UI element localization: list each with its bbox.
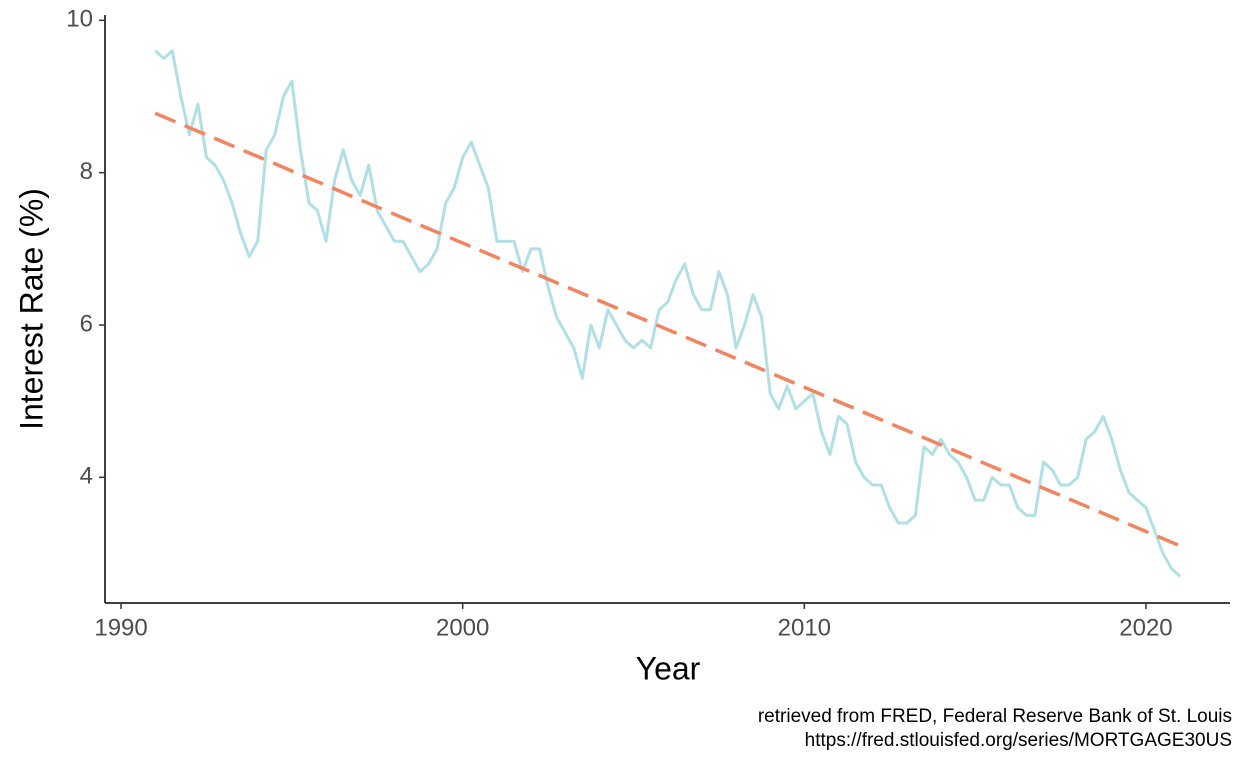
trend-line	[154, 111, 1181, 548]
data-line	[154, 49, 1182, 578]
x-axis-title: Year	[636, 650, 701, 686]
x-tick-label: 2010	[778, 614, 831, 641]
x-tick-label: 1990	[94, 614, 147, 641]
y-tick-label: 10	[66, 6, 93, 33]
x-tick-label: 2020	[1119, 614, 1172, 641]
y-tick-label: 6	[80, 310, 93, 337]
caption: https://fred.stlouisfed.org/series/MORTG…	[805, 730, 1232, 751]
y-axis-title: Interest Rate (%)	[13, 188, 49, 430]
y-tick-label: 8	[80, 158, 93, 185]
x-tick-label: 2000	[436, 614, 489, 641]
caption: retrieved from FRED, Federal Reserve Ban…	[758, 706, 1232, 727]
y-tick-label: 4	[80, 463, 93, 490]
